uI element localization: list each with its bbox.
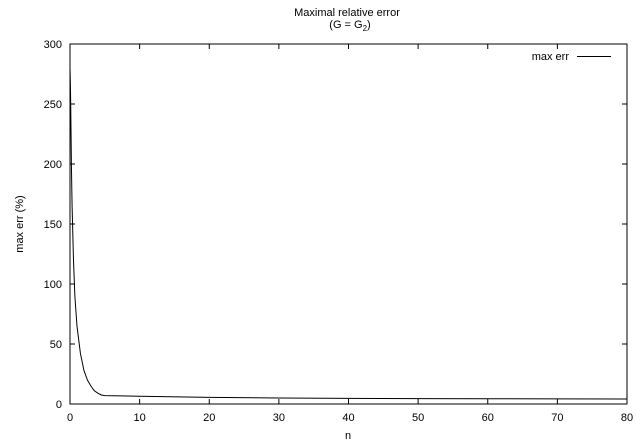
y-tick-label: 200: [44, 159, 62, 171]
plot-frame: [69, 43, 628, 405]
series-layer: [69, 67, 628, 400]
y-axis-ticks: 0 50 100 150 200 250 300: [44, 39, 627, 411]
y-tick-label: 50: [50, 339, 62, 351]
x-tick-label: 30: [273, 412, 285, 424]
y-tick-label: 150: [44, 219, 62, 231]
y-tick-label: 300: [44, 39, 62, 51]
chart-title: Maximal relative error: [294, 7, 400, 19]
chart-subtitle: (G = G2): [329, 19, 370, 33]
x-tick-label: 70: [551, 412, 563, 424]
x-tick-label: 50: [412, 412, 424, 424]
x-tick-label: 40: [342, 412, 354, 424]
subtitle-suffix: ): [367, 19, 371, 31]
series-line: [69, 67, 628, 400]
x-tick-label: 80: [621, 412, 633, 424]
subtitle-prefix: (G = G: [329, 19, 362, 31]
x-tick-label: 20: [203, 412, 215, 424]
subtitle-subscript: 2: [363, 24, 368, 33]
x-axis-label: n: [345, 430, 351, 442]
y-tick-label: 0: [56, 399, 62, 411]
x-tick-label: 10: [134, 412, 146, 424]
x-tick-label: 60: [482, 412, 494, 424]
y-tick-label: 250: [44, 99, 62, 111]
legend: max err: [532, 51, 611, 63]
y-tick-label: 100: [44, 279, 62, 291]
x-axis-ticks: 0 10 20 30 40 50 60 70 80: [67, 44, 633, 424]
y-axis-label: max err (%): [14, 195, 26, 252]
x-tick-label: 0: [67, 412, 73, 424]
legend-label: max err: [532, 51, 570, 63]
